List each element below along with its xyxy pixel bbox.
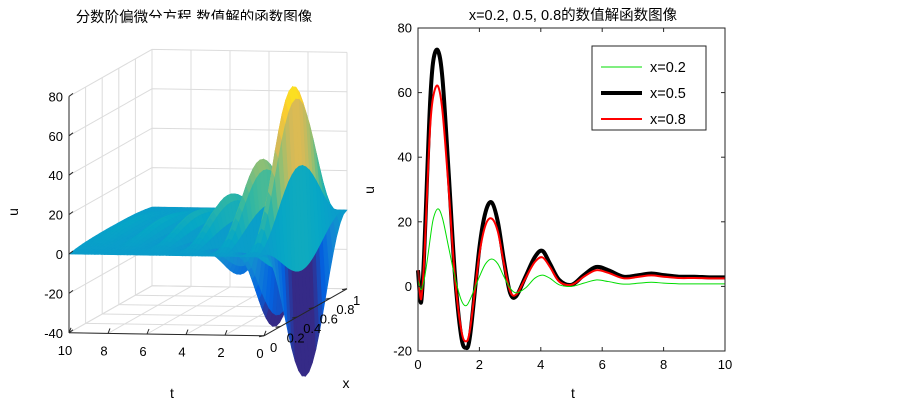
x-grid-line-floor — [102, 313, 298, 318]
x-tick-label: 0.8 — [336, 302, 354, 317]
t-tick-label: 0 — [256, 346, 263, 361]
y-tick-label: -20 — [393, 344, 412, 359]
y-tick-label: 60 — [398, 85, 412, 100]
line-ylabel: u — [361, 186, 377, 194]
x-tick-mark — [258, 335, 265, 338]
t-tick-label: 4 — [178, 345, 185, 360]
z-tick-label: -20 — [44, 286, 63, 301]
y-tick-label: 80 — [398, 21, 412, 36]
line-xlabel: t — [571, 385, 575, 401]
y-tick-label: 20 — [398, 214, 412, 229]
surface-axes: -40 -20 0 20 40 60 80 0 2 4 6 8 10 0 0.20.40.60.81 — [44, 89, 360, 360]
x-tick-label: 0 — [414, 357, 421, 372]
z-tick-label: 40 — [49, 168, 63, 183]
z-tick-mark — [68, 250, 74, 255]
plot-frame — [417, 27, 726, 352]
x-tick-label: 10 — [718, 357, 732, 372]
t-tick-label: 2 — [217, 345, 224, 360]
t-axis-line — [68, 332, 265, 337]
series-line-x-0-2 — [417, 208, 725, 307]
line-series-group — [416, 47, 726, 351]
x-grid-line-floor — [85, 322, 281, 327]
x-tick-label: 0.4 — [303, 321, 321, 336]
t-tick-label: 6 — [139, 344, 146, 359]
line-chart: x=0.2, 0.5, 0.8的数值解函数图像 0 2 4 6 8 10-20020406… — [361, 7, 732, 401]
t-tick-mark — [68, 327, 72, 333]
x-tick-label: 6 — [599, 357, 606, 372]
line-chart-title: x=0.2, 0.5, 0.8的数值解函数图像 — [469, 7, 678, 24]
x-tick-label: 8 — [660, 357, 667, 372]
surface-mesh — [68, 85, 348, 378]
x-axis-line — [263, 288, 348, 337]
legend: x=0.2 x=0.5 x=0.8 — [591, 45, 707, 131]
z-tick-label: -40 — [44, 326, 63, 341]
x-tick-label: 4 — [537, 357, 544, 372]
t-grid-line-floor — [107, 285, 192, 334]
z-tick-label: 60 — [49, 129, 63, 144]
x-tick-mark — [292, 316, 298, 319]
t-tick-mark — [263, 330, 267, 336]
x-tick-label: 0 — [270, 340, 277, 355]
x-tick-mark — [325, 297, 331, 300]
t-tick-label: 8 — [100, 343, 107, 358]
x-tick-label: 2 — [476, 357, 483, 372]
z-tick-label: 20 — [49, 208, 63, 223]
x-tick-mark — [341, 288, 348, 291]
t-tick-mark — [146, 328, 150, 335]
x-tick-label: 0.6 — [320, 312, 338, 327]
x-tick-label: 0.2 — [287, 330, 305, 345]
t-grid-line-floor — [146, 286, 231, 335]
legend-label: x=0.8 — [650, 112, 686, 128]
legend-box — [591, 45, 707, 131]
z-tick-mark — [68, 211, 74, 216]
z-tick-mark — [68, 132, 74, 137]
t-tick-mark — [107, 328, 111, 334]
t-tick-label: 10 — [58, 343, 72, 358]
legend-label: x=0.5 — [650, 86, 686, 102]
surface-xlabel: x — [343, 375, 350, 391]
z-tick-label: 80 — [49, 89, 63, 104]
t-tick-mark — [224, 330, 228, 336]
surface-chart: 分数阶偏微分方程 数值解的函数图像 -40-200204060800246810… — [5, 9, 360, 401]
y-tick-label: 0 — [405, 279, 412, 294]
z-tick-mark — [68, 93, 74, 97]
surface-tlabel: t — [170, 385, 174, 401]
t-grid-line-floor — [68, 285, 153, 334]
x-tick-mark — [308, 307, 314, 310]
surface-zlabel: u — [5, 208, 21, 216]
t-grid-line-floor — [185, 287, 270, 336]
z-tick-label: 0 — [56, 247, 63, 262]
y-tick-label: 40 — [398, 150, 412, 165]
surface-patch — [339, 209, 348, 215]
x-tick-mark — [275, 325, 281, 328]
legend-label: x=0.2 — [650, 60, 686, 76]
z-tick-mark — [68, 171, 74, 176]
x-tick-label: 1 — [353, 293, 360, 308]
t-tick-mark — [185, 329, 189, 335]
z-tick-mark — [68, 289, 74, 294]
